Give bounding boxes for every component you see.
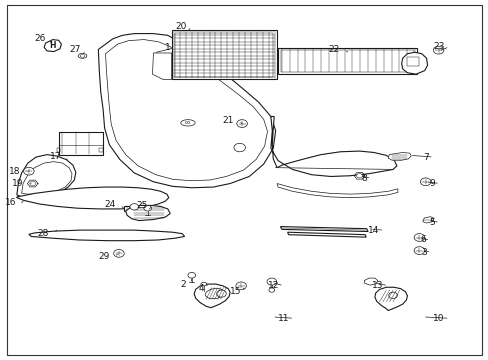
Text: 7: 7 bbox=[423, 153, 428, 162]
Text: 11: 11 bbox=[278, 314, 289, 323]
Text: 9: 9 bbox=[428, 179, 434, 188]
Polygon shape bbox=[374, 287, 407, 311]
Circle shape bbox=[187, 273, 195, 278]
Bar bbox=[99, 148, 102, 152]
Circle shape bbox=[113, 249, 124, 257]
Polygon shape bbox=[29, 230, 184, 241]
Polygon shape bbox=[152, 53, 171, 80]
Bar bbox=[59, 132, 102, 154]
Circle shape bbox=[236, 120, 247, 127]
Circle shape bbox=[356, 174, 362, 178]
Text: 8: 8 bbox=[360, 174, 366, 183]
Bar bbox=[407, 57, 419, 66]
Text: 6: 6 bbox=[419, 235, 425, 244]
Text: 26: 26 bbox=[34, 34, 45, 43]
Text: 16: 16 bbox=[5, 198, 17, 207]
Circle shape bbox=[216, 290, 226, 297]
Polygon shape bbox=[17, 154, 76, 198]
Polygon shape bbox=[194, 284, 230, 308]
Text: 24: 24 bbox=[103, 200, 115, 209]
Polygon shape bbox=[287, 232, 366, 237]
Ellipse shape bbox=[201, 282, 206, 286]
Circle shape bbox=[233, 143, 245, 152]
Polygon shape bbox=[44, 40, 61, 51]
Polygon shape bbox=[125, 206, 170, 221]
Polygon shape bbox=[401, 52, 427, 74]
Ellipse shape bbox=[181, 120, 195, 126]
Circle shape bbox=[388, 292, 397, 298]
Text: 25: 25 bbox=[136, 201, 147, 210]
Text: 29: 29 bbox=[98, 252, 109, 261]
Text: 12: 12 bbox=[267, 282, 279, 290]
Text: 3: 3 bbox=[420, 248, 426, 257]
Text: 19: 19 bbox=[12, 179, 23, 188]
Polygon shape bbox=[422, 217, 433, 223]
Polygon shape bbox=[364, 278, 377, 285]
Text: 18: 18 bbox=[9, 167, 20, 176]
Ellipse shape bbox=[78, 53, 87, 58]
Text: H: H bbox=[49, 41, 56, 50]
Text: 27: 27 bbox=[69, 45, 81, 54]
Polygon shape bbox=[17, 187, 168, 209]
Circle shape bbox=[235, 282, 246, 290]
Circle shape bbox=[130, 204, 138, 210]
Text: 15: 15 bbox=[229, 287, 241, 296]
Polygon shape bbox=[387, 153, 410, 160]
Circle shape bbox=[420, 178, 430, 186]
Polygon shape bbox=[280, 226, 367, 231]
Circle shape bbox=[432, 46, 443, 54]
Text: 2: 2 bbox=[180, 280, 185, 289]
Circle shape bbox=[143, 206, 151, 211]
Circle shape bbox=[266, 278, 276, 285]
Bar bbox=[171, 30, 277, 80]
Bar bbox=[57, 148, 61, 152]
Bar bbox=[280, 50, 413, 72]
Text: 13: 13 bbox=[371, 282, 383, 290]
Bar bbox=[278, 48, 416, 74]
Circle shape bbox=[268, 288, 274, 292]
Text: 23: 23 bbox=[432, 42, 444, 51]
Polygon shape bbox=[98, 33, 275, 188]
Text: 20: 20 bbox=[175, 22, 186, 31]
Polygon shape bbox=[270, 117, 396, 176]
Text: oo: oo bbox=[184, 120, 190, 125]
Text: 4: 4 bbox=[198, 284, 203, 293]
Ellipse shape bbox=[80, 54, 85, 57]
Text: 14: 14 bbox=[367, 226, 379, 235]
Text: 5: 5 bbox=[428, 218, 434, 227]
Text: 1: 1 bbox=[164, 43, 170, 52]
Text: 28: 28 bbox=[38, 229, 49, 238]
Text: 17: 17 bbox=[50, 152, 61, 161]
Text: 22: 22 bbox=[327, 45, 339, 54]
Text: 21: 21 bbox=[222, 116, 233, 125]
Bar bbox=[175, 33, 273, 77]
Text: 10: 10 bbox=[432, 314, 444, 323]
Bar bbox=[123, 206, 136, 211]
Circle shape bbox=[413, 247, 424, 255]
Circle shape bbox=[23, 167, 34, 175]
Circle shape bbox=[30, 181, 36, 186]
Circle shape bbox=[413, 234, 424, 242]
Ellipse shape bbox=[205, 288, 224, 299]
